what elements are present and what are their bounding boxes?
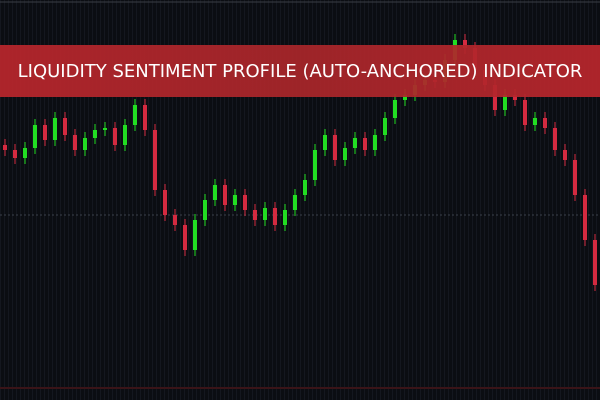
candle-body — [163, 190, 167, 215]
candle-body — [243, 195, 247, 210]
candle-body — [63, 118, 67, 135]
candle-body — [273, 208, 277, 225]
candle-body — [363, 138, 367, 150]
candle-body — [463, 40, 467, 48]
candle-body — [263, 208, 267, 220]
candle-body — [543, 118, 547, 128]
candle-body — [493, 85, 497, 110]
candle-body — [573, 160, 577, 195]
candle-body — [393, 100, 397, 118]
candle-body — [13, 150, 17, 158]
candle-body — [323, 135, 327, 150]
candle-body — [513, 95, 517, 100]
candle-body — [143, 105, 147, 130]
candle-body — [33, 125, 37, 148]
candle-body — [343, 148, 347, 160]
candles — [3, 34, 597, 291]
candle-body — [113, 128, 117, 145]
candle-body — [293, 195, 297, 210]
candle-body — [3, 145, 7, 150]
candle-body — [303, 180, 307, 195]
candle-body — [53, 118, 57, 140]
candle-body — [93, 130, 97, 138]
candle-body — [23, 148, 27, 158]
candle-body — [73, 135, 77, 150]
candle-body — [383, 118, 387, 135]
candle-body — [103, 128, 107, 130]
candle-body — [283, 210, 287, 225]
candle-body — [123, 125, 127, 145]
candle-body — [353, 138, 357, 148]
candle-body — [593, 240, 597, 285]
candle-body — [533, 118, 537, 125]
candle-body — [233, 195, 237, 205]
candle-body — [403, 95, 407, 100]
candle-body — [563, 150, 567, 160]
candle-body — [333, 135, 337, 160]
title-banner — [0, 45, 600, 97]
candle-body — [373, 135, 377, 150]
candle-body — [203, 200, 207, 220]
candle-body — [213, 185, 217, 200]
candle-body — [583, 195, 587, 240]
candle-body — [173, 215, 177, 225]
candle-body — [313, 150, 317, 180]
candle-body — [503, 95, 507, 110]
candle-body — [153, 130, 157, 190]
candle-body — [83, 138, 87, 150]
candle-body — [193, 220, 197, 250]
candle-body — [183, 225, 187, 250]
candle-body — [223, 185, 227, 205]
candle-body — [43, 125, 47, 140]
chart-title: LIQUIDITY SENTIMENT PROFILE (AUTO-ANCHOR… — [18, 61, 583, 82]
candle-body — [553, 128, 557, 150]
candle-body — [253, 210, 257, 220]
candle-body — [523, 100, 527, 125]
candle-body — [133, 105, 137, 125]
